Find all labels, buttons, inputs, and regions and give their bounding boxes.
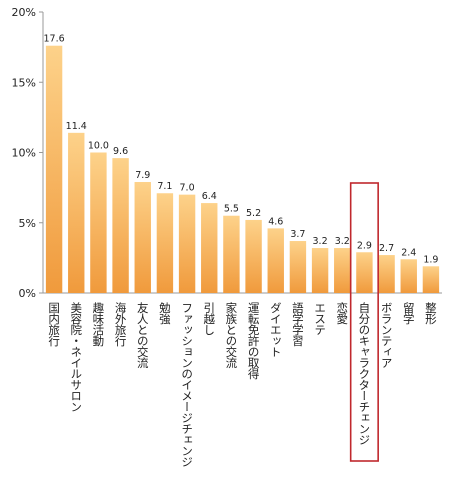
data-label: 1.9 [423, 254, 438, 265]
bar [267, 228, 284, 293]
data-label: 3.2 [335, 236, 350, 247]
x-tick-label: 勉強 [158, 301, 172, 325]
data-label: 5.5 [224, 204, 239, 215]
data-label: 10.0 [88, 141, 109, 152]
data-label: 6.4 [202, 191, 217, 202]
bar [68, 132, 85, 293]
data-label: 7.9 [135, 170, 150, 181]
x-tick-label: 整形 [424, 301, 438, 325]
data-label: 11.4 [66, 121, 87, 132]
bar [178, 194, 196, 293]
highlight-layer [349, 182, 379, 462]
bar [400, 259, 417, 293]
x-tick-label: 留学 [402, 302, 416, 324]
y-tick-label: 20% [12, 6, 36, 19]
data-label: 2.7 [379, 243, 394, 254]
data-label: 5.2 [246, 208, 261, 219]
y-tick-label: 15% [12, 76, 36, 89]
y-tick-label: 0% [19, 287, 36, 300]
data-label: 9.6 [113, 146, 128, 157]
data-label: 7.1 [157, 181, 172, 192]
y-tick-label: 5% [19, 217, 36, 230]
bar [378, 255, 395, 293]
bar [311, 248, 329, 293]
bar [334, 248, 351, 293]
data-label: 2.9 [357, 240, 372, 251]
category-labels: 国内旅行 美容院・ネイルサロン 趣味活動 海外旅行 友人との交流 勉強 ファッションのイメー… [47, 301, 438, 467]
x-tick-label: 恋愛 [335, 301, 349, 325]
data-label: 7.0 [180, 183, 195, 194]
x-tick-label: ボランティア [380, 302, 394, 368]
data-label: 17.6 [44, 34, 65, 45]
data-label: 3.2 [313, 236, 328, 247]
data-label: 2.4 [401, 247, 416, 258]
y-axis: 0% 5% 10% 15% 20% [12, 6, 442, 300]
data-label: 4.6 [268, 216, 283, 227]
bar [289, 241, 307, 293]
x-tick-label: 家族との交流 [224, 301, 238, 368]
value-labels: 17.6 11.410.0 9.6 7.9 7.1 7.0 6.4 5.5 5.2 4.6 3.7 3… [44, 34, 439, 266]
bar [45, 45, 63, 293]
x-tick-label: エステ [313, 302, 327, 335]
x-tick-label: 自分のキャラクターチェンジ [357, 302, 371, 445]
bar [422, 266, 440, 293]
bar [156, 193, 174, 293]
bar [223, 215, 240, 293]
x-tick-label: 美容院・ネイルサロン [69, 301, 83, 412]
bar [201, 203, 218, 293]
x-tick-label: 海外旅行 [114, 301, 128, 347]
x-tick-label: ファッションのイメージチェンジ [180, 302, 194, 467]
data-label: 3.7 [290, 229, 305, 240]
x-tick-label: 友人との交流 [136, 301, 150, 368]
x-tick-label: ダイエット [269, 302, 283, 357]
bars [45, 45, 440, 293]
bar [134, 182, 151, 293]
x-tick-label: 趣味活動 [91, 301, 105, 347]
y-tick-label: 10% [12, 147, 36, 160]
bar [356, 252, 373, 293]
highlight-box [349, 182, 379, 462]
bar [245, 219, 262, 293]
bar [90, 152, 107, 293]
x-tick-label: 運転免許の取得 [247, 302, 261, 379]
x-tick-label: 国内旅行 [47, 302, 61, 347]
x-tick-label: 語学学習 [291, 301, 305, 347]
x-tick-label: 引越し [202, 301, 216, 335]
bar [112, 158, 129, 293]
